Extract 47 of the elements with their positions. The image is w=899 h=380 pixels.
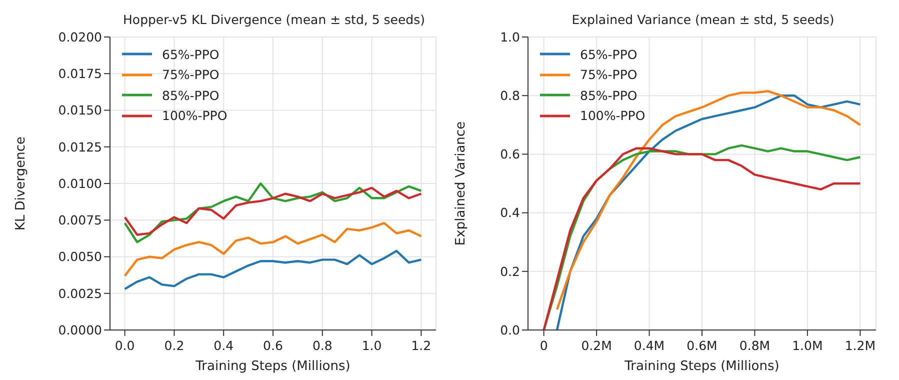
x-tick-label: 0.8 (312, 338, 332, 353)
y-tick-label: 0.0175 (58, 66, 102, 82)
y-axis-title: KL Divergence (14, 136, 29, 230)
y-tick-label: 0.0150 (58, 102, 102, 118)
y-tick-label: 0.0100 (58, 176, 102, 191)
x-tick-label: 0.6M (686, 338, 718, 353)
x-tick-label: 0.2 (164, 338, 184, 353)
legend-label: 100%-PPO (580, 108, 646, 124)
legend-label: 100%-PPO (162, 108, 228, 124)
legend-label: 65%-PPO (162, 46, 220, 62)
x-tick-label: 0.4 (214, 338, 234, 353)
y-tick-label: 1.0 (500, 29, 520, 44)
x-tick-label: 1.0 (362, 338, 382, 353)
x-tick-label: 1.0M (792, 338, 823, 353)
x-tick-label: 0.2M (581, 338, 612, 353)
y-tick-label: 0.0 (500, 322, 520, 338)
x-tick-label: 0.0 (114, 338, 135, 353)
y-tick-label: 0.4 (500, 205, 520, 220)
legend-label: 75%-PPO (580, 67, 638, 82)
line-series (124, 222, 422, 277)
legend-label: 65%-PPO (580, 46, 638, 62)
y-tick-label: 0.0000 (58, 322, 102, 338)
line-series (124, 182, 422, 244)
y-tick-label: 0.0075 (58, 212, 102, 228)
x-tick-label: 1.2M (844, 338, 876, 353)
x-tick-label: 1.2 (411, 338, 432, 353)
y-axis-title: Explained Variance (454, 121, 469, 246)
y-tick-label: 0.6 (500, 146, 520, 162)
legend-label: 75%-PPO (162, 67, 220, 82)
line-series (124, 250, 422, 290)
y-tick-label: 0.0200 (58, 29, 102, 44)
x-axis-title: Training Steps (Millions) (194, 359, 350, 374)
y-tick-label: 0.0050 (58, 249, 102, 264)
y-tick-label: 0.2 (500, 264, 520, 279)
y-tick-label: 0.0125 (58, 139, 102, 154)
x-tick-label: 0.4M (634, 338, 665, 353)
legend-label: 85%-PPO (580, 88, 638, 103)
legend-label: 85%-PPO (162, 88, 220, 103)
y-tick-label: 0.0025 (58, 286, 102, 301)
chart-title: Hopper-v5 KL Divergence (mean ± std, 5 seeds) (122, 12, 426, 27)
x-tick-label: 0 (540, 338, 548, 353)
line-series (124, 186, 422, 236)
chart-title: Explained Variance (mean ± std, 5 seeds) (570, 12, 836, 27)
x-axis-title: Training Steps (Millions) (624, 359, 780, 374)
y-tick-label: 0.8 (500, 88, 520, 104)
x-tick-label: 0.6 (263, 338, 283, 353)
x-tick-label: 0.8M (739, 338, 770, 353)
